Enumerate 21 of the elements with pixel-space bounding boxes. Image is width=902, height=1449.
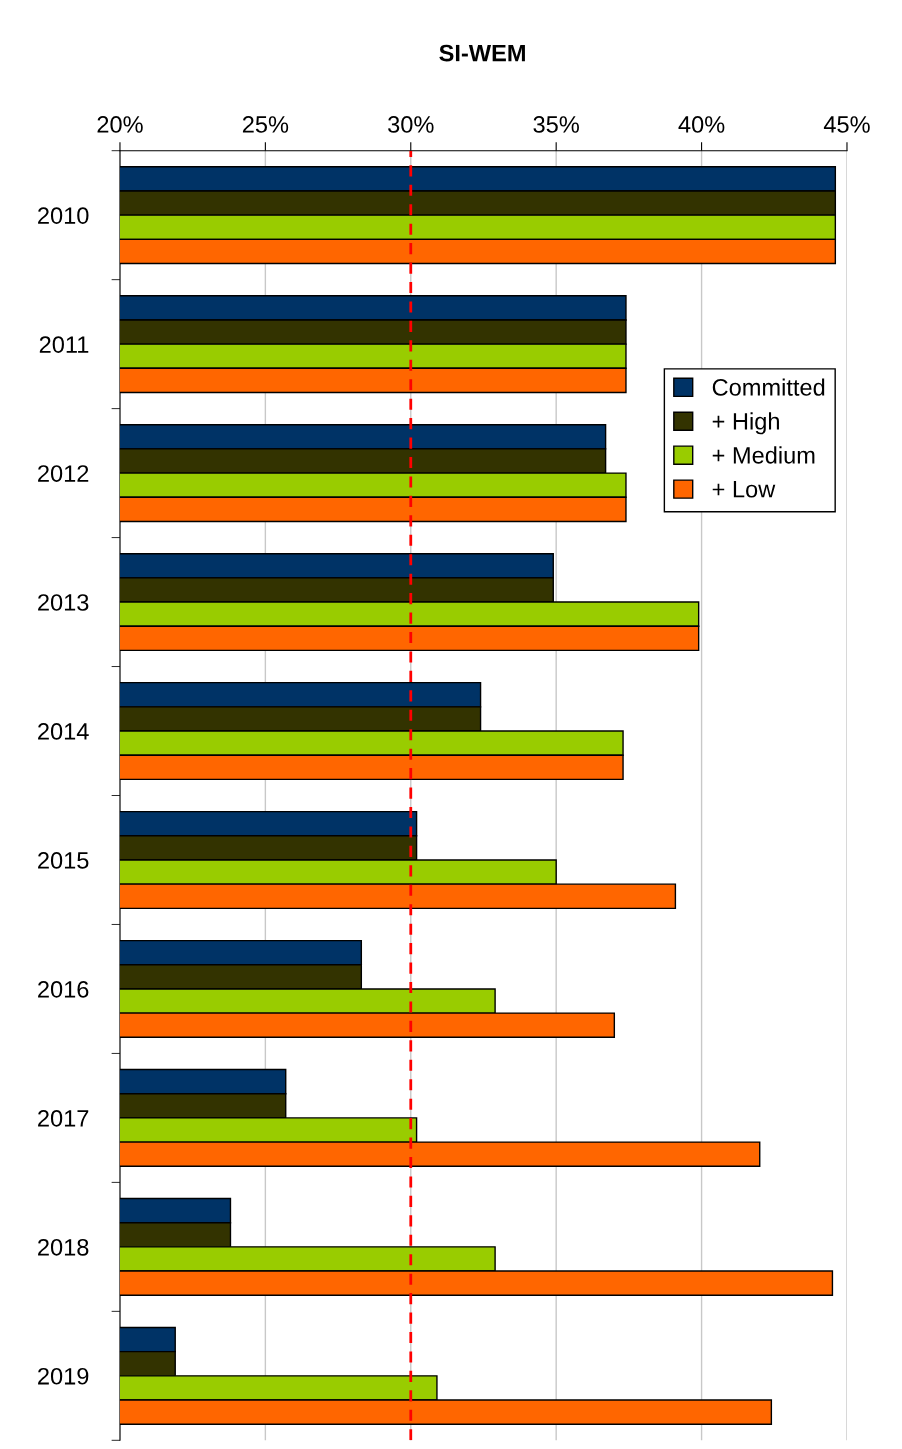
x-tick-label: 45% [823, 116, 870, 133]
legend-label: + Medium [712, 446, 815, 464]
x-tick-label: 20% [97, 116, 143, 133]
y-tick-label: 2012 [38, 465, 89, 482]
y-tick-label: 2018 [38, 1238, 89, 1256]
legend-label: Committed [712, 378, 825, 396]
y-tick-label: 2010 [38, 207, 89, 224]
x-tick-label: 30% [388, 116, 434, 133]
chart-title: SI-WEM [439, 44, 525, 62]
legend-label: + High [712, 412, 779, 435]
y-tick-label: 2017 [38, 1109, 89, 1127]
y-tick-label: 2019 [38, 1367, 89, 1385]
y-tick-label: 2015 [38, 852, 89, 869]
legend-label: + Low [712, 481, 776, 498]
x-tick-label: 35% [533, 116, 579, 133]
y-tick-label: 2013 [38, 594, 89, 611]
x-tick-label: 25% [242, 116, 289, 133]
x-tick-label: 40% [678, 116, 725, 133]
y-tick-label: 2014 [38, 723, 89, 740]
y-tick-label: 2011 [39, 336, 89, 353]
y-tick-label: 2016 [38, 981, 89, 998]
